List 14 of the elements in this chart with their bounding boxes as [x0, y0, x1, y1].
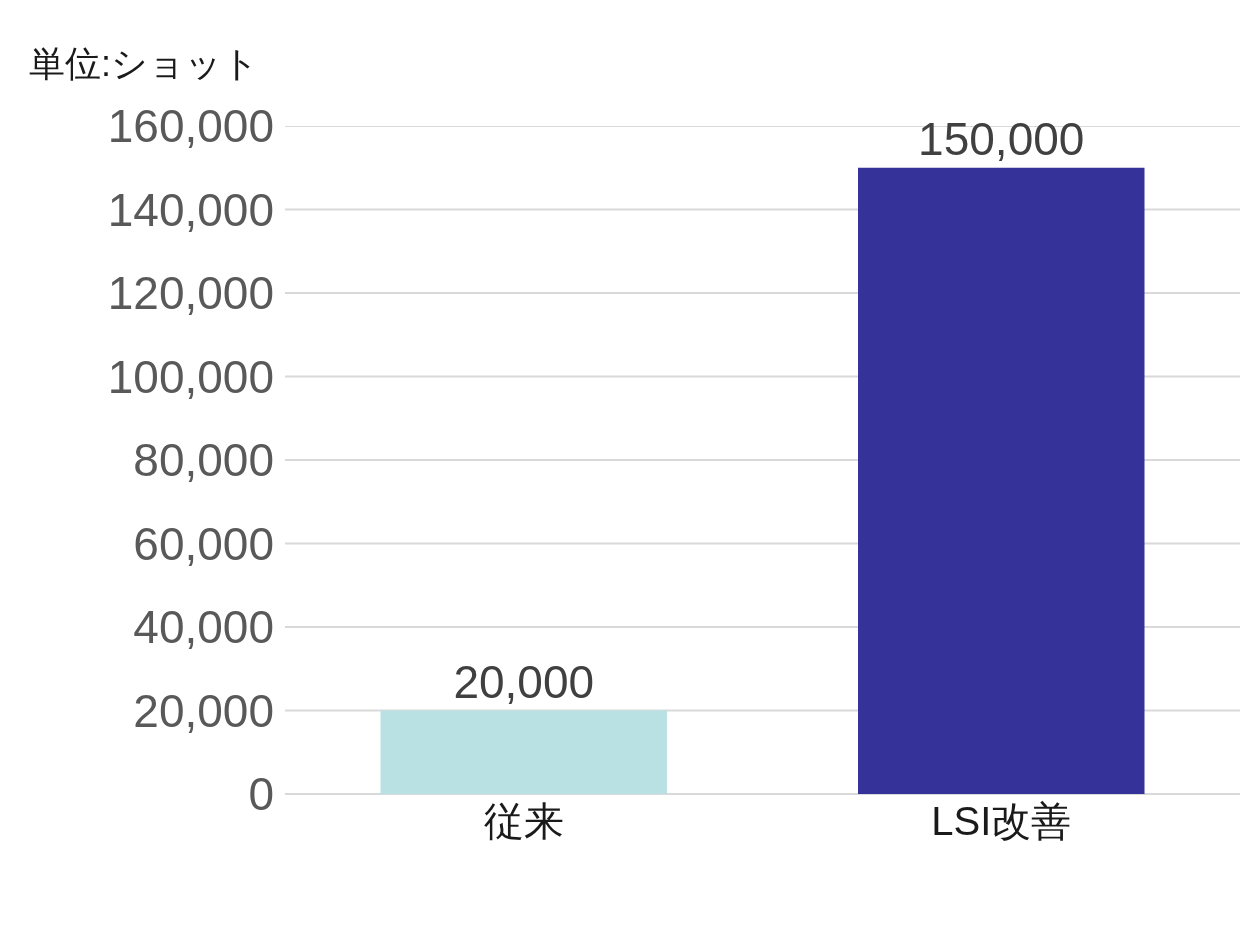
y-tick-label: 160,000 [107, 100, 274, 153]
y-tick-label: 140,000 [107, 183, 274, 236]
y-tick-label: 20,000 [133, 684, 274, 737]
y-tick-label: 60,000 [133, 517, 274, 570]
y-tick-label: 0 [248, 768, 274, 821]
y-tick-label: 100,000 [107, 350, 274, 403]
x-tick-label: LSI改善 [931, 799, 1072, 843]
data-label: 20,000 [453, 655, 595, 708]
y-tick-label: 40,000 [133, 601, 274, 654]
data-label: 150,000 [918, 112, 1085, 165]
x-tick-label: 従来 [483, 799, 564, 843]
y-axis-title: 単位:ショット [29, 43, 260, 84]
y-tick-label: 120,000 [107, 267, 274, 320]
y-tick-label: 80,000 [133, 434, 274, 487]
